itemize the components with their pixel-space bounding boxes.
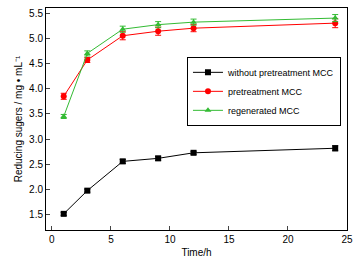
svg-text:15: 15: [223, 234, 235, 245]
svg-text:5.0: 5.0: [29, 33, 43, 44]
svg-text:4.5: 4.5: [29, 58, 43, 69]
svg-text:0: 0: [49, 234, 55, 245]
svg-text:4.0: 4.0: [29, 83, 43, 94]
svg-text:5: 5: [108, 234, 114, 245]
svg-text:20: 20: [282, 234, 294, 245]
svg-text:pretreatment MCC: pretreatment MCC: [228, 87, 303, 97]
svg-text:Time/h: Time/h: [181, 247, 211, 258]
svg-text:5.5: 5.5: [29, 8, 43, 19]
svg-text:25: 25: [341, 234, 353, 245]
svg-text:3.5: 3.5: [29, 108, 43, 119]
svg-text:without pretreatment MCC: without pretreatment MCC: [227, 68, 334, 78]
svg-text:regenerated MCC: regenerated MCC: [228, 106, 300, 116]
svg-text:10: 10: [164, 234, 176, 245]
svg-text:3.0: 3.0: [29, 134, 43, 145]
svg-text:2.0: 2.0: [29, 184, 43, 195]
svg-text:Reducing sugers / mg • mL⁻¹: Reducing sugers / mg • mL⁻¹: [13, 55, 24, 182]
svg-text:2.5: 2.5: [29, 159, 43, 170]
svg-text:1.5: 1.5: [29, 209, 43, 220]
